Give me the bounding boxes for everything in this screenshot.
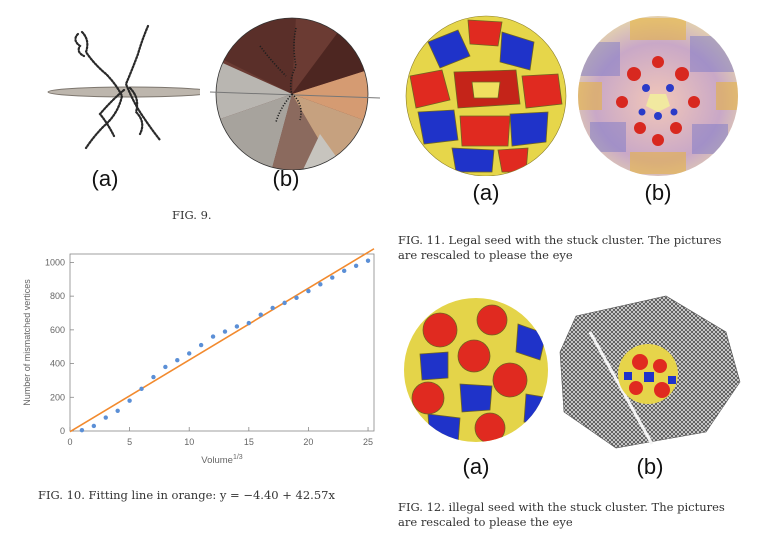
y-tick-label: 800 xyxy=(50,291,65,301)
x-axis-label: Volume1/3 xyxy=(201,454,243,466)
y-tick-label: 600 xyxy=(50,325,65,335)
fig12-caption-line1: FIG. 12. illegal seed with the stuck clu… xyxy=(398,500,725,514)
y-tick-label: 0 xyxy=(60,426,65,436)
data-point xyxy=(353,263,359,268)
data-point xyxy=(330,275,335,280)
y-tick-label: 1000 xyxy=(45,257,65,267)
fig9-label-b: (b) xyxy=(272,166,300,191)
x-tick-label: 25 xyxy=(363,437,373,447)
fig11-label-a: (a) xyxy=(472,180,500,205)
y-tick-label: 200 xyxy=(50,392,65,402)
plot-frame xyxy=(69,253,375,432)
data-point xyxy=(341,268,347,274)
fig10-caption: FIG. 10. Fitting line in orange: y = −4.… xyxy=(38,488,335,502)
data-point xyxy=(103,415,108,420)
y-tick-label: 400 xyxy=(50,359,65,369)
x-tick-label: 20 xyxy=(303,437,313,447)
data-point xyxy=(115,408,120,413)
data-point xyxy=(210,334,216,339)
data-point xyxy=(258,312,263,317)
fig11-label-b: (b) xyxy=(644,180,672,205)
fig9b-sphere-image xyxy=(209,17,381,170)
data-point xyxy=(151,374,156,380)
fig9-caption: FIG. 9. xyxy=(172,208,212,222)
fig11-caption-line1: FIG. 11. Legal seed with the stuck clust… xyxy=(398,233,722,247)
fig12b-grid-cluster-image xyxy=(559,295,741,449)
data-point xyxy=(127,398,132,403)
fig9a-polymer-image xyxy=(47,24,200,150)
data-point xyxy=(187,351,192,356)
data-point xyxy=(270,305,275,311)
x-tick-label: 5 xyxy=(127,437,132,447)
data-point xyxy=(306,288,311,294)
fig11b-transparent-cluster-image xyxy=(578,16,738,176)
x-tick-label: 15 xyxy=(244,437,254,447)
fig12a-illegal-cluster-image xyxy=(404,298,548,442)
data-point xyxy=(198,342,204,348)
data-point xyxy=(222,329,228,334)
fit-line xyxy=(69,248,375,433)
data-point xyxy=(294,295,299,301)
fig11-caption-line2: are rescaled to please the eye xyxy=(398,248,573,262)
data-point xyxy=(246,320,252,326)
data-point xyxy=(282,300,287,306)
fig9-label-a: (a) xyxy=(91,166,119,191)
fig11a-legal-cluster-image xyxy=(405,15,567,176)
data-point xyxy=(163,364,168,370)
data-point xyxy=(365,258,371,263)
data-point xyxy=(234,324,240,329)
data-point xyxy=(139,386,144,392)
fig12-caption-line2: are rescaled to please the eye xyxy=(398,515,573,529)
fig12-label-b: (b) xyxy=(636,454,664,479)
y-axis-label: Number of mismatched vertices xyxy=(22,279,32,406)
data-point xyxy=(318,282,323,287)
data-point xyxy=(175,358,180,363)
fig12-label-a: (a) xyxy=(462,454,490,479)
fig10-scatter-chart: 0 5 10 15 20 25 0 200 400 600 800 1000 Volume1/3 Numb… xyxy=(22,248,375,466)
data-point xyxy=(79,427,85,433)
data-point xyxy=(91,423,97,429)
x-tick-label: 10 xyxy=(184,437,194,447)
x-tick-label: 0 xyxy=(67,437,72,447)
